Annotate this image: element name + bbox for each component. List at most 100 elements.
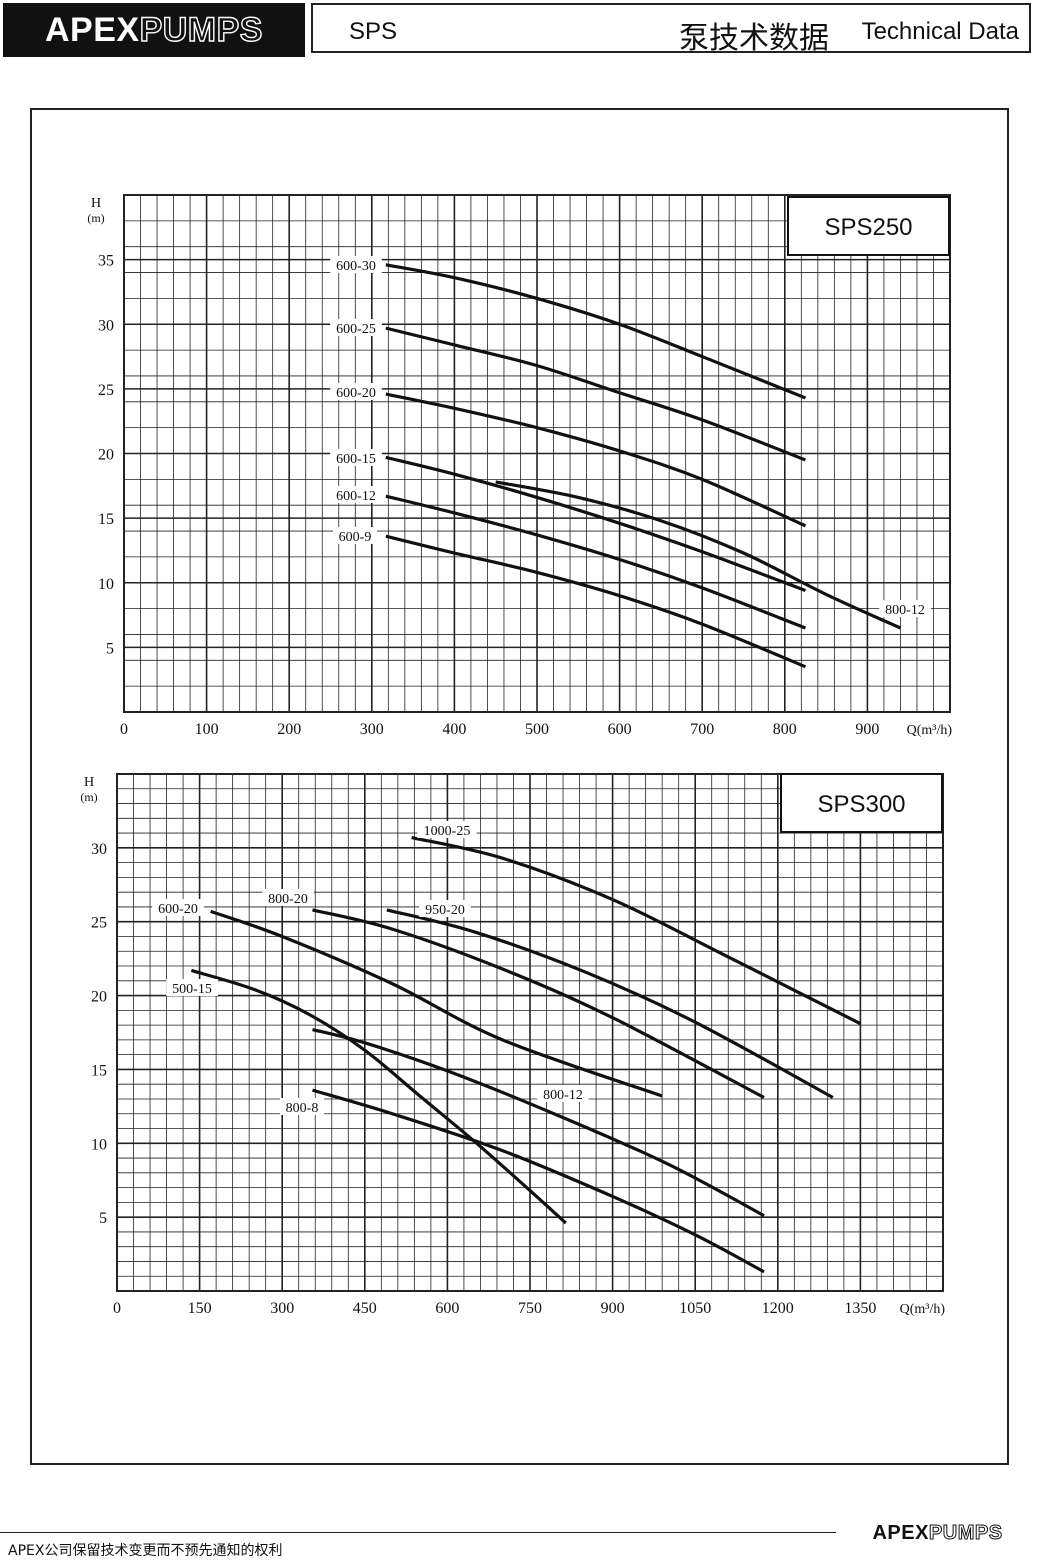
header-bar: SPS 泵技术数据 Technical Data bbox=[311, 3, 1031, 56]
x-tick-label: 100 bbox=[195, 721, 219, 738]
chart-title-box bbox=[787, 196, 950, 256]
grid-lines bbox=[123, 194, 951, 713]
curve-label-bg bbox=[152, 899, 204, 916]
footer-logo-outline-text: PUMPS bbox=[928, 1522, 1003, 1545]
curve-label-bg bbox=[262, 889, 314, 906]
curve-label: 600-9 bbox=[339, 530, 372, 545]
series-label: SPS bbox=[349, 18, 398, 45]
chart-sps250: 0 100 200 300 400 500 600 700 800 900 5 10 15 20 25 30 3… bbox=[87, 194, 953, 738]
y-tick-label: 5 bbox=[99, 1210, 107, 1227]
x-tick-label: 450 bbox=[353, 1300, 377, 1317]
chart-title: SPS250 bbox=[824, 214, 912, 241]
y-tick-label: 35 bbox=[98, 253, 114, 270]
x-tick-label: 0 bbox=[120, 721, 128, 738]
y-axis-label: H bbox=[91, 196, 101, 211]
x-tick-label: 300 bbox=[270, 1300, 294, 1317]
page-title-chinese: 泵技术数据 bbox=[679, 21, 829, 56]
curve-label: 600-12 bbox=[336, 489, 376, 504]
curve-500-15 bbox=[190, 968, 567, 1225]
x-tick-label: 800 bbox=[773, 721, 797, 738]
y-tick-label: 25 bbox=[98, 382, 114, 399]
curve-800-12 bbox=[495, 480, 902, 630]
curve-label-bg bbox=[419, 900, 471, 917]
curve-label-bg bbox=[417, 821, 477, 838]
x-tick-label: 600 bbox=[435, 1300, 459, 1317]
curve-600-20 bbox=[385, 392, 807, 528]
curve-800-12 bbox=[312, 1027, 765, 1218]
curve-label-bg bbox=[330, 449, 382, 466]
curve-label-bg bbox=[280, 1098, 324, 1115]
grid-lines bbox=[116, 773, 944, 1292]
curve-label-bg bbox=[330, 319, 382, 336]
curve-600-15 bbox=[385, 455, 807, 593]
curve-label: 1000-25 bbox=[424, 824, 471, 839]
chart-sps300: 0 150 300 450 600 750 900 1050 1200 1350 5 10 15 20 25… bbox=[80, 773, 945, 1317]
y-tick-label: 20 bbox=[98, 447, 114, 464]
chart-title-box bbox=[780, 773, 943, 833]
x-tick-label: 700 bbox=[690, 721, 714, 738]
curve-label-bg bbox=[879, 600, 931, 617]
curve-label: 800-20 bbox=[268, 892, 308, 907]
x-tick-label: 150 bbox=[188, 1300, 212, 1317]
x-tick-label: 1200 bbox=[762, 1300, 794, 1317]
curve-label-bg bbox=[166, 979, 218, 996]
x-axis-label: Q(m³/h) bbox=[907, 723, 953, 738]
y-tick-label: 25 bbox=[91, 915, 107, 932]
page-title-english: Technical Data bbox=[861, 18, 1019, 45]
x-tick-label: 900 bbox=[855, 721, 879, 738]
y-tick-label: 5 bbox=[106, 640, 114, 657]
footer-divider bbox=[0, 1532, 836, 1533]
y-tick-label: 10 bbox=[98, 576, 114, 593]
curve-600-12 bbox=[385, 494, 807, 630]
curve-label-bg bbox=[330, 486, 382, 503]
curve-1000-25 bbox=[411, 835, 862, 1026]
footer-notice: APEX公司保留技术变更而不预先通知的权利 bbox=[8, 1543, 283, 1559]
x-tick-label: 600 bbox=[608, 721, 632, 738]
apex-pumps-logo: APEXPUMPS bbox=[3, 3, 305, 57]
x-tick-label: 900 bbox=[601, 1300, 625, 1317]
x-tick-label: 500 bbox=[525, 721, 549, 738]
curve-label-bg bbox=[537, 1085, 589, 1102]
curve-label: 800-12 bbox=[543, 1088, 583, 1103]
plot-border bbox=[123, 194, 951, 713]
curve-label-bg bbox=[330, 383, 382, 400]
y-tick-label: 15 bbox=[98, 511, 114, 528]
curve-label: 950-20 bbox=[425, 903, 465, 918]
y-tick-label: 20 bbox=[91, 989, 107, 1006]
x-tick-label: 300 bbox=[360, 721, 384, 738]
curve-label: 600-25 bbox=[336, 322, 376, 337]
x-tick-label: 1050 bbox=[679, 1300, 711, 1317]
curve-label: 600-30 bbox=[336, 259, 376, 274]
chart-title: SPS300 bbox=[817, 791, 905, 818]
x-tick-label: 400 bbox=[442, 721, 466, 738]
content-frame bbox=[30, 108, 1009, 1465]
x-tick-label: 200 bbox=[277, 721, 301, 738]
curve-label: 800-12 bbox=[885, 603, 925, 618]
curve-label-bg bbox=[330, 256, 382, 273]
curve-600-30 bbox=[385, 263, 807, 400]
x-tick-label: 750 bbox=[518, 1300, 542, 1317]
curve-950-20 bbox=[386, 908, 834, 1099]
curve-600-9 bbox=[385, 534, 807, 669]
x-tick-label: 0 bbox=[113, 1300, 121, 1317]
curve-label: 600-15 bbox=[336, 452, 376, 467]
apex-pumps-footer-logo: APEXPUMPS bbox=[840, 1521, 1035, 1545]
y-tick-label: 30 bbox=[98, 317, 114, 334]
y-tick-label: 10 bbox=[91, 1136, 107, 1153]
x-tick-label: 1350 bbox=[844, 1300, 876, 1317]
y-axis-unit: (m) bbox=[87, 211, 104, 225]
curve-label: 600-20 bbox=[158, 902, 198, 917]
curve-800-20 bbox=[312, 908, 765, 1099]
y-axis-label: H bbox=[84, 775, 94, 790]
curve-800-8 bbox=[312, 1088, 765, 1274]
curve-label: 600-20 bbox=[336, 386, 376, 401]
curve-600-25 bbox=[385, 326, 807, 462]
y-tick-label: 30 bbox=[91, 841, 107, 858]
curve-label-bg bbox=[333, 527, 377, 544]
footer-logo-bold-text: APEX bbox=[872, 1522, 929, 1544]
y-axis-unit: (m) bbox=[80, 790, 97, 804]
curve-label: 500-15 bbox=[172, 982, 212, 997]
curve-600-20 bbox=[210, 909, 663, 1098]
logo-bold-text: APEX bbox=[44, 11, 140, 49]
